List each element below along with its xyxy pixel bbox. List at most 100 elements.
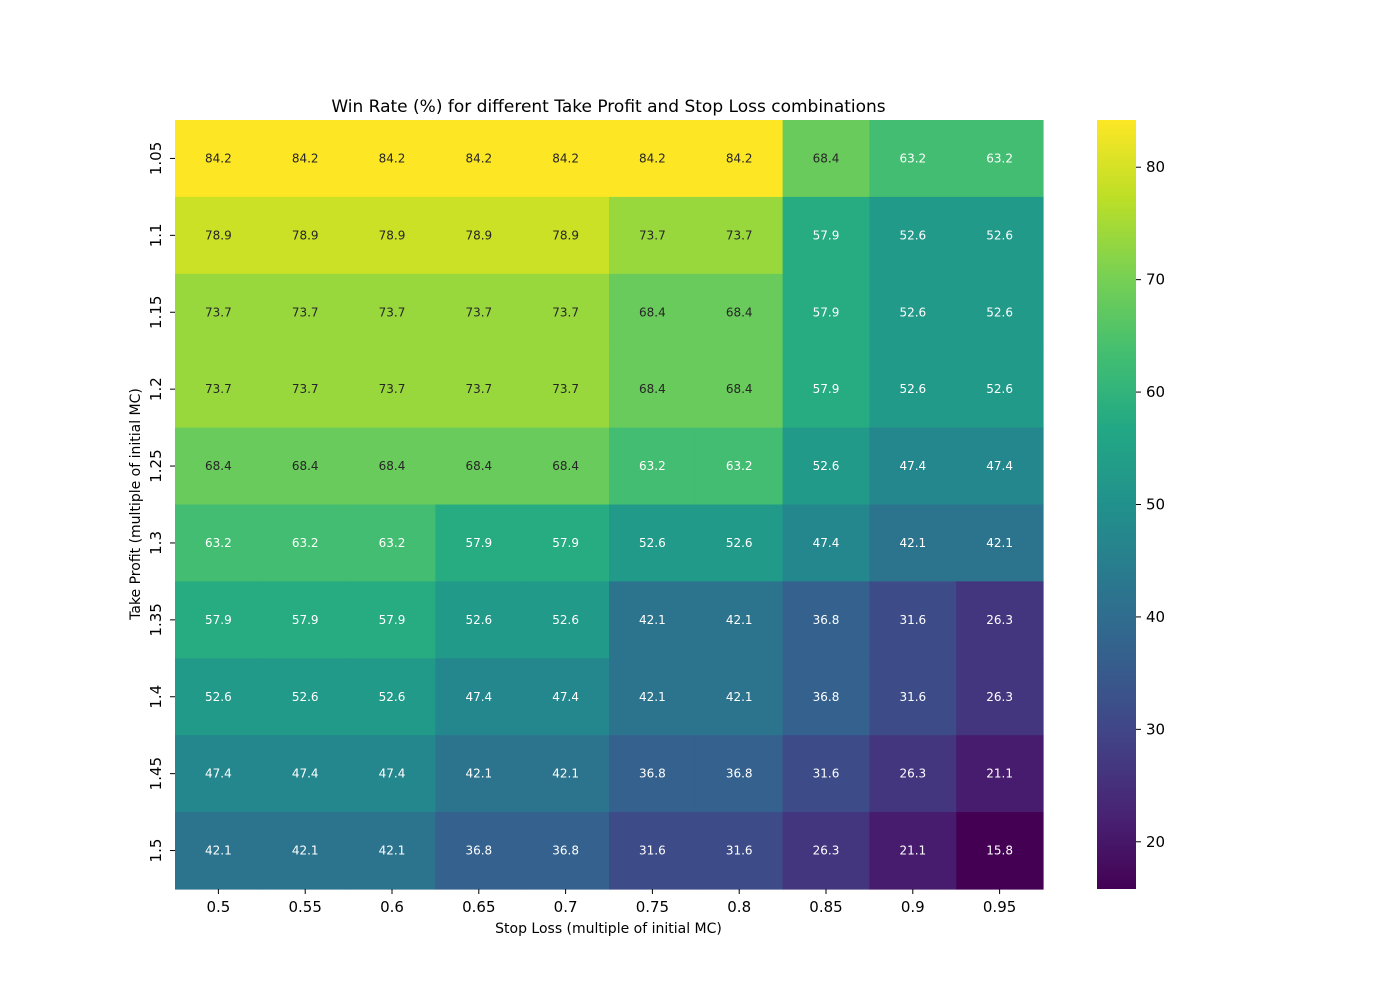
heatmap-cell: [175, 273, 263, 352]
heatmap-cell: [175, 812, 263, 890]
heatmap-cell: [782, 581, 870, 659]
heatmap-cell-label: 57.9: [813, 305, 840, 319]
heatmap-cell-label: 73.7: [292, 382, 319, 396]
heatmap-cell-label: 73.7: [726, 228, 753, 242]
heatmap-cell: [522, 581, 610, 659]
heatmap-cell-label: 52.6: [379, 690, 406, 704]
heatmap-cell-label: 47.4: [899, 459, 926, 473]
heatmap-cell-label: 68.4: [292, 459, 319, 473]
heatmap-cell: [782, 350, 870, 429]
heatmap-cell: [522, 504, 610, 582]
x-tick-label: 0.75: [636, 898, 669, 916]
x-axis-label: Stop Loss (multiple of initial MC): [495, 921, 722, 937]
heatmap-cell-label: 63.2: [726, 459, 753, 473]
heatmap-cell: [609, 350, 697, 429]
heatmap-cell-label: 52.6: [986, 382, 1013, 396]
heatmap-cell-label: 52.6: [292, 690, 319, 704]
heatmap-cell-label: 63.2: [292, 536, 319, 550]
heatmap-cell-label: 84.2: [379, 151, 406, 165]
heatmap-cell: [435, 273, 523, 352]
heatmap-cell: [435, 581, 523, 659]
heatmap-cell-label: 78.9: [552, 228, 579, 242]
heatmap-cell: [261, 504, 350, 582]
heatmap-cell: [869, 735, 957, 813]
heatmap-cell-label: 73.7: [465, 382, 492, 396]
heatmap-cell-labels: 84.2 84.2 84.2 84.2 84.2 84.2 84.2 68.4 63.2 63.2…: [205, 151, 1013, 857]
x-tick-label: 0.8: [727, 898, 751, 916]
heatmap-cell-label: 31.6: [639, 844, 666, 858]
heatmap-cell: [175, 120, 263, 198]
heatmap-cell-label: 63.2: [986, 151, 1013, 165]
heatmap-cell-label: 36.8: [813, 690, 840, 704]
heatmap-cell-label: 78.9: [379, 228, 406, 242]
heatmap-cell-label: 52.6: [986, 228, 1013, 242]
x-tick-label: 0.55: [288, 898, 321, 916]
heatmap-cell: [522, 658, 610, 736]
y-tick-label: 1.3: [147, 531, 165, 555]
colorbar-tick-label: 70: [1146, 271, 1165, 289]
heatmap-cell-label: 42.1: [726, 613, 753, 627]
x-tick-label: 0.5: [206, 898, 230, 916]
heatmap-cell-label: 52.6: [205, 690, 232, 704]
heatmap-cell: [869, 196, 957, 275]
heatmap-cell: [348, 658, 436, 736]
heatmap-cell: [869, 812, 957, 890]
heatmap-cell-label: 73.7: [205, 305, 232, 319]
x-axis-ticks: 0.5 0.55 0.6 0.65 0.7 0.75 0.8 0.85 0.9 0.95: [206, 889, 1016, 916]
heatmap-cell: [956, 581, 1044, 659]
heatmap-cell-label: 31.6: [899, 613, 926, 627]
heatmap-cell-label: 26.3: [986, 613, 1013, 627]
heatmap-cell-label: 63.2: [379, 536, 406, 550]
heatmap-cell-label: 36.8: [639, 767, 666, 781]
heatmap-cell: [695, 735, 784, 813]
y-tick-label: 1.35: [147, 603, 165, 636]
heatmap-cell-label: 47.4: [986, 459, 1013, 473]
heatmap-cell: [956, 427, 1044, 506]
heatmap-cell: [695, 120, 784, 198]
heatmap-cell: [609, 581, 697, 659]
heatmap-cell-label: 84.2: [205, 151, 232, 165]
heatmap-cell: [435, 196, 523, 275]
heatmap-cell: [348, 120, 436, 198]
heatmap-cell-label: 73.7: [292, 305, 319, 319]
heatmap-cell-label: 73.7: [552, 305, 579, 319]
heatmap-cell-label: 31.6: [726, 844, 753, 858]
heatmap-cell: [175, 196, 263, 275]
heatmap-cell: [869, 350, 957, 429]
heatmap-cell: [261, 735, 350, 813]
heatmap-cell: [522, 812, 610, 890]
heatmap-cell: [609, 658, 697, 736]
heatmap-cell-label: 36.8: [726, 767, 753, 781]
heatmap-cell-label: 73.7: [379, 305, 406, 319]
heatmap-cell: [261, 812, 350, 890]
heatmap-cell-label: 52.6: [899, 305, 926, 319]
heatmap-cell-label: 42.1: [899, 536, 926, 550]
y-tick-label: 1.25: [147, 449, 165, 482]
heatmap-cell: [782, 658, 870, 736]
colorbar-tick-label: 80: [1146, 158, 1165, 176]
heatmap-cell-label: 42.1: [205, 844, 232, 858]
y-axis-ticks: 1.05 1.1 1.15 1.2 1.25 1.3 1.35 1.4 1.45 1.5: [147, 142, 175, 863]
heatmap-cell: [261, 273, 350, 352]
heatmap-cell: [522, 427, 610, 506]
heatmap-cell: [348, 350, 436, 429]
heatmap-cell: [261, 581, 350, 659]
heatmap-cell: [435, 504, 523, 582]
y-tick-label: 1.2: [147, 377, 165, 401]
chart-title: Win Rate (%) for different Take Profit a…: [331, 97, 885, 117]
heatmap-cell: [348, 427, 436, 506]
heatmap-cell: [435, 735, 523, 813]
heatmap-cell-label: 42.1: [639, 613, 666, 627]
heatmap-cell: [261, 427, 350, 506]
heatmap-cell: [609, 120, 697, 198]
heatmap-cell: [782, 120, 870, 198]
y-tick-label: 1.5: [147, 839, 165, 863]
colorbar-tick-label: 40: [1146, 608, 1165, 626]
heatmap-cell-label: 68.4: [813, 151, 840, 165]
heatmap-cell: [869, 504, 957, 582]
heatmap-cell-label: 57.9: [552, 536, 579, 550]
colorbar-tick-label: 20: [1146, 833, 1165, 851]
heatmap-cell-label: 57.9: [813, 228, 840, 242]
heatmap-cell-label: 42.1: [986, 536, 1013, 550]
